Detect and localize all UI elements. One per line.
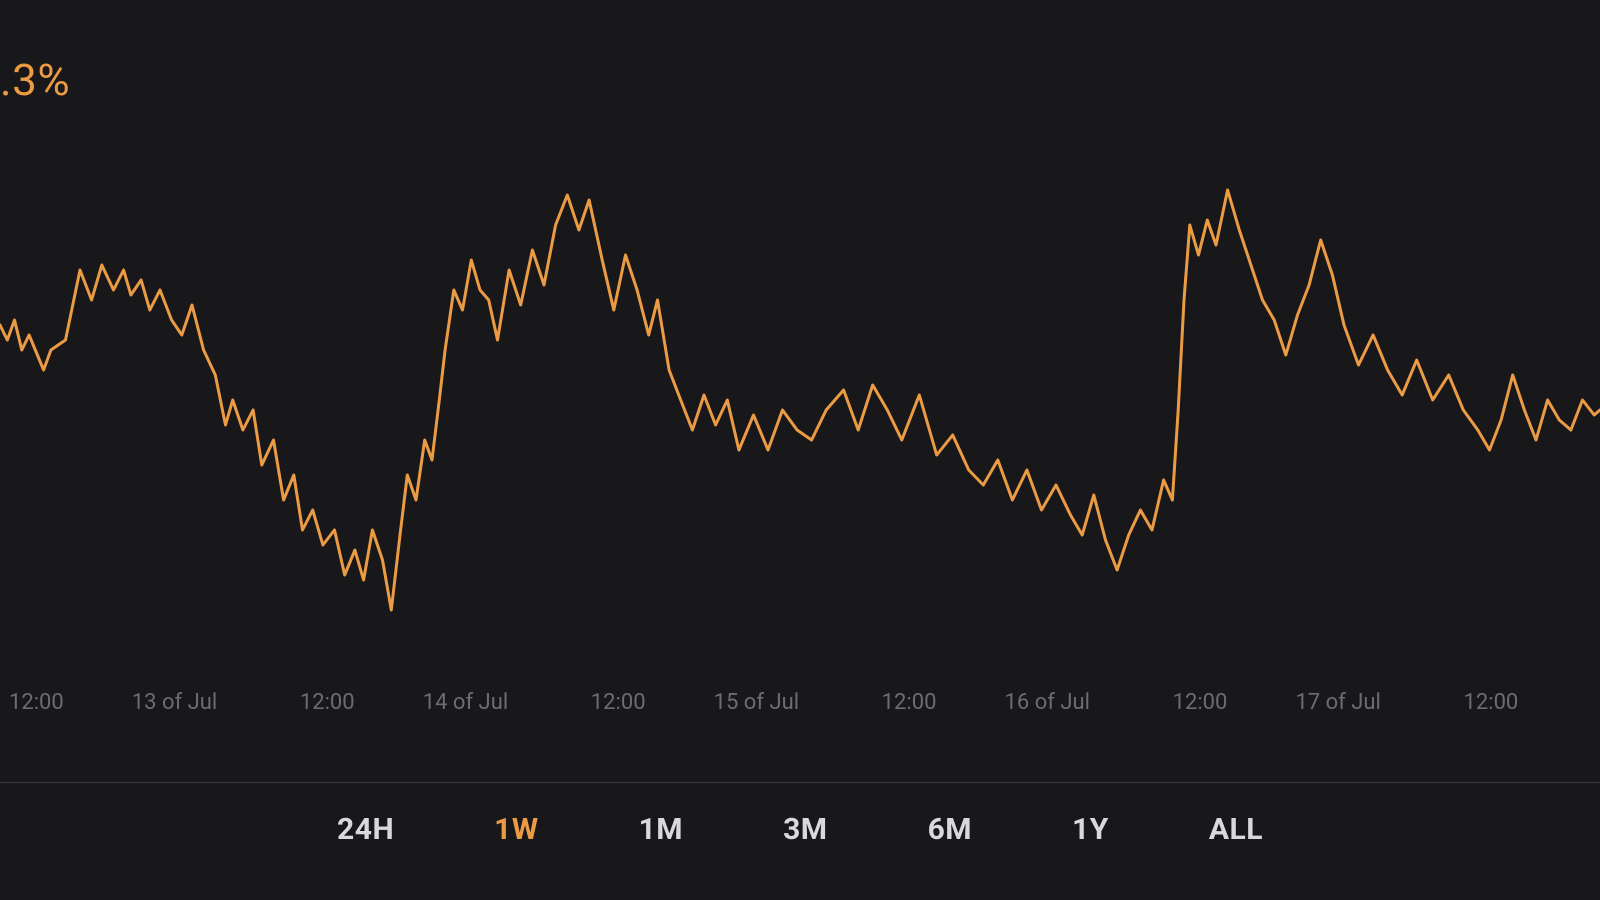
x-tick: 12:00 bbox=[591, 690, 646, 715]
x-tick: 12:00 bbox=[882, 690, 937, 715]
price-chart[interactable] bbox=[0, 150, 1600, 650]
range-6m[interactable]: 6M bbox=[928, 812, 972, 847]
range-selector: 24H 1W 1M 3M 6M 1Y ALL bbox=[0, 812, 1600, 847]
range-all[interactable]: ALL bbox=[1209, 812, 1263, 847]
x-tick: 12:00 bbox=[1173, 690, 1228, 715]
x-tick: 13 of Jul bbox=[132, 690, 217, 715]
x-tick: 12:00 bbox=[1464, 690, 1519, 715]
x-tick: 16 of Jul bbox=[1005, 690, 1090, 715]
price-line bbox=[0, 190, 1600, 610]
range-3m[interactable]: 3M bbox=[783, 812, 827, 847]
range-1m[interactable]: 1M bbox=[639, 812, 683, 847]
x-tick: 14 of Jul bbox=[423, 690, 508, 715]
x-tick: 17 of Jul bbox=[1295, 690, 1380, 715]
x-axis: 12:00 13 of Jul 12:00 14 of Jul 12:00 15 of J… bbox=[0, 690, 1600, 730]
divider bbox=[0, 782, 1600, 783]
x-tick: 15 of Jul bbox=[714, 690, 799, 715]
chart-panel: .3% 12:00 13 of Jul 12:00 14 of Jul 12:00 15 … bbox=[0, 0, 1600, 900]
range-1w[interactable]: 1W bbox=[494, 812, 538, 847]
range-1y[interactable]: 1Y bbox=[1072, 812, 1109, 847]
range-24h[interactable]: 24H bbox=[337, 812, 394, 847]
x-tick: 12:00 bbox=[300, 690, 355, 715]
percent-change: .3% bbox=[0, 54, 70, 106]
x-tick: 12:00 bbox=[9, 690, 64, 715]
